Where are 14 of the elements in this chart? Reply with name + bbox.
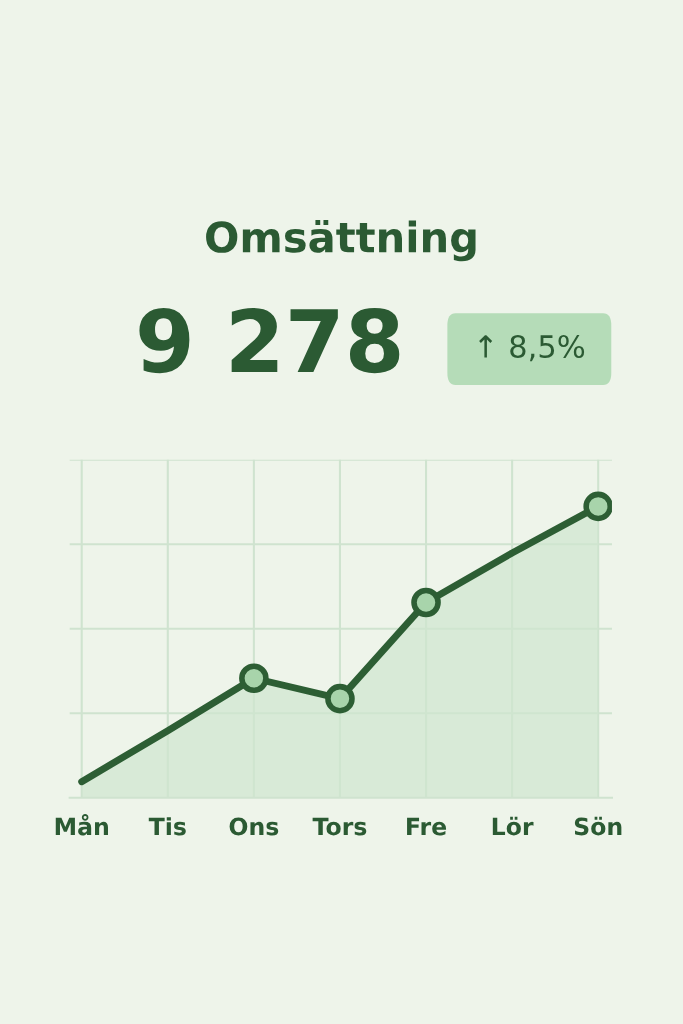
x-tick-label: Mån <box>55 814 108 836</box>
x-tick-label: Ons <box>229 817 279 836</box>
point <box>583 491 612 522</box>
x-tick-label: Tis <box>148 817 186 836</box>
x-tick-label: Sön <box>574 816 622 836</box>
text: 9 278 <box>139 308 400 374</box>
point <box>325 683 355 714</box>
x-tick-label: Tors <box>312 817 367 836</box>
point <box>239 663 269 694</box>
x-tick-label: Fre <box>407 817 447 836</box>
text: ↑ 8,5% <box>479 334 585 362</box>
point <box>411 587 441 618</box>
x-tick-label: Lör <box>492 816 534 836</box>
chart-title: Omsättning <box>206 220 476 262</box>
